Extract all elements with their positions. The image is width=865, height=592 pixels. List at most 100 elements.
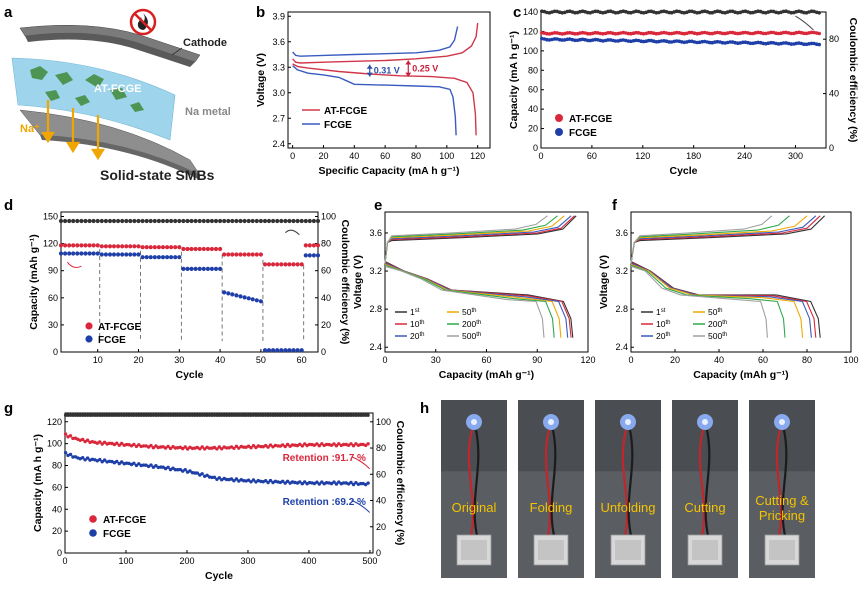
chart-g: 0 100 200 300 400 500020406080100120020406080… bbox=[32, 412, 406, 582]
data-point-ce bbox=[249, 413, 253, 417]
data-point-fcge bbox=[560, 38, 564, 42]
data-point-fcge bbox=[545, 37, 549, 42]
data-point-ce bbox=[185, 218, 190, 224]
series-line-500th-discharge bbox=[384, 265, 545, 338]
data-point-ce bbox=[295, 218, 300, 224]
data-point-fcge bbox=[148, 255, 153, 260]
y-tick-label: 40 bbox=[52, 504, 62, 514]
data-point-ce bbox=[290, 413, 295, 417]
pouch-cell-inner bbox=[538, 540, 564, 560]
data-point-fcge bbox=[205, 266, 210, 271]
data-point-fcge bbox=[246, 478, 251, 482]
data-point-fcge bbox=[283, 481, 287, 485]
data-point-ce bbox=[98, 413, 102, 417]
y-tick-label: 120 bbox=[523, 26, 538, 36]
data-point-ce bbox=[148, 218, 153, 224]
data-point-ce bbox=[307, 413, 312, 417]
data-point-at-fcge bbox=[142, 444, 146, 448]
data-point-ce bbox=[215, 413, 219, 417]
y2-axis-label: Coulombic efficiency (%) bbox=[394, 421, 406, 546]
data-point-ce bbox=[87, 218, 92, 224]
data-point-fcge bbox=[195, 471, 199, 475]
data-point-at-fcge bbox=[132, 442, 136, 447]
data-point-at-fcge bbox=[116, 244, 121, 249]
x-tick-label: 30 bbox=[431, 355, 441, 365]
data-point-ce bbox=[317, 413, 321, 417]
data-point-fcge bbox=[715, 39, 720, 44]
data-point-ce bbox=[342, 413, 346, 417]
data-point-ce bbox=[120, 413, 124, 417]
y-tick-label: 3.6 bbox=[272, 37, 285, 47]
data-point-ce bbox=[103, 218, 108, 224]
data-point-fcge bbox=[254, 298, 259, 303]
series-line-fcge-discharge bbox=[292, 65, 457, 136]
data-point-at-fcge bbox=[667, 31, 671, 36]
data-point-at-fcge bbox=[364, 443, 368, 448]
retention-arrow bbox=[351, 456, 371, 470]
data-point-ce bbox=[761, 10, 765, 15]
data-point-ce bbox=[99, 218, 104, 224]
y-tick-label: 30 bbox=[48, 320, 58, 330]
y-tick-label: 140 bbox=[523, 7, 538, 17]
data-point-fcge bbox=[258, 299, 263, 304]
data-point-fcge bbox=[230, 292, 235, 297]
data-point-fcge bbox=[99, 252, 104, 257]
photo-card-5: Cutting &Pricking bbox=[749, 400, 815, 578]
data-point-ce bbox=[238, 218, 243, 224]
data-point-fcge bbox=[229, 477, 234, 481]
data-point-fcge bbox=[234, 477, 239, 481]
data-point-at-fcge bbox=[156, 245, 161, 250]
data-point-at-fcge bbox=[802, 31, 806, 36]
wire-black bbox=[473, 429, 480, 541]
data-point-fcge bbox=[169, 255, 174, 260]
x-tick-label: 60 bbox=[587, 151, 597, 161]
data-point-fcge bbox=[262, 348, 268, 353]
data-point-ce bbox=[139, 413, 143, 417]
data-point-at-fcge bbox=[91, 243, 96, 248]
data-point-ce bbox=[364, 413, 368, 417]
x-tick-label: 80 bbox=[411, 151, 421, 161]
data-point-at-fcge bbox=[275, 262, 280, 267]
data-point-ce bbox=[545, 10, 549, 15]
data-point-fcge bbox=[300, 482, 304, 486]
y2-tick-label: 60 bbox=[376, 469, 386, 479]
data-point-fcge bbox=[152, 255, 157, 260]
data-point-ce bbox=[234, 218, 239, 224]
data-point-ce bbox=[122, 413, 126, 417]
data-point-fcge bbox=[160, 255, 166, 260]
data-point-ce bbox=[246, 218, 251, 224]
data-point-at-fcge bbox=[201, 246, 206, 252]
data-point-at-fcge bbox=[124, 244, 129, 249]
data-point-ce bbox=[307, 218, 312, 224]
data-point-at-fcge bbox=[250, 252, 255, 257]
data-point-at-fcge bbox=[95, 243, 100, 248]
data-point-at-fcge bbox=[540, 31, 544, 35]
data-point-fcge bbox=[98, 457, 102, 462]
data-point-ce bbox=[177, 218, 182, 224]
photo-label: Cutting & bbox=[755, 493, 809, 508]
data-point-at-fcge bbox=[134, 444, 139, 449]
data-point-fcge bbox=[136, 252, 141, 257]
gap-arrow-head bbox=[405, 60, 412, 65]
data-point-at-fcge bbox=[266, 262, 272, 267]
data-point-fcge bbox=[332, 480, 336, 484]
data-point-at-fcge bbox=[708, 31, 712, 36]
legend-swatch bbox=[89, 515, 97, 523]
legend-swatch bbox=[555, 114, 563, 122]
data-point-ce bbox=[220, 413, 224, 417]
pouch-cell-inner bbox=[769, 540, 795, 560]
data-point-at-fcge bbox=[349, 442, 353, 446]
data-point-ce bbox=[613, 11, 618, 15]
data-point-ce bbox=[67, 218, 72, 224]
data-point-fcge bbox=[315, 480, 319, 484]
data-point-at-fcge bbox=[220, 447, 224, 451]
data-point-at-fcge bbox=[756, 30, 760, 35]
data-point-fcge bbox=[181, 469, 185, 473]
data-point-fcge bbox=[659, 39, 664, 43]
x-tick-label: 0 bbox=[62, 556, 67, 566]
data-point-at-fcge bbox=[545, 31, 549, 36]
data-point-ce bbox=[209, 218, 214, 224]
legend-entry: AT-FCGE bbox=[98, 322, 141, 333]
photo-shade bbox=[518, 400, 584, 472]
data-point-fcge bbox=[144, 255, 149, 260]
